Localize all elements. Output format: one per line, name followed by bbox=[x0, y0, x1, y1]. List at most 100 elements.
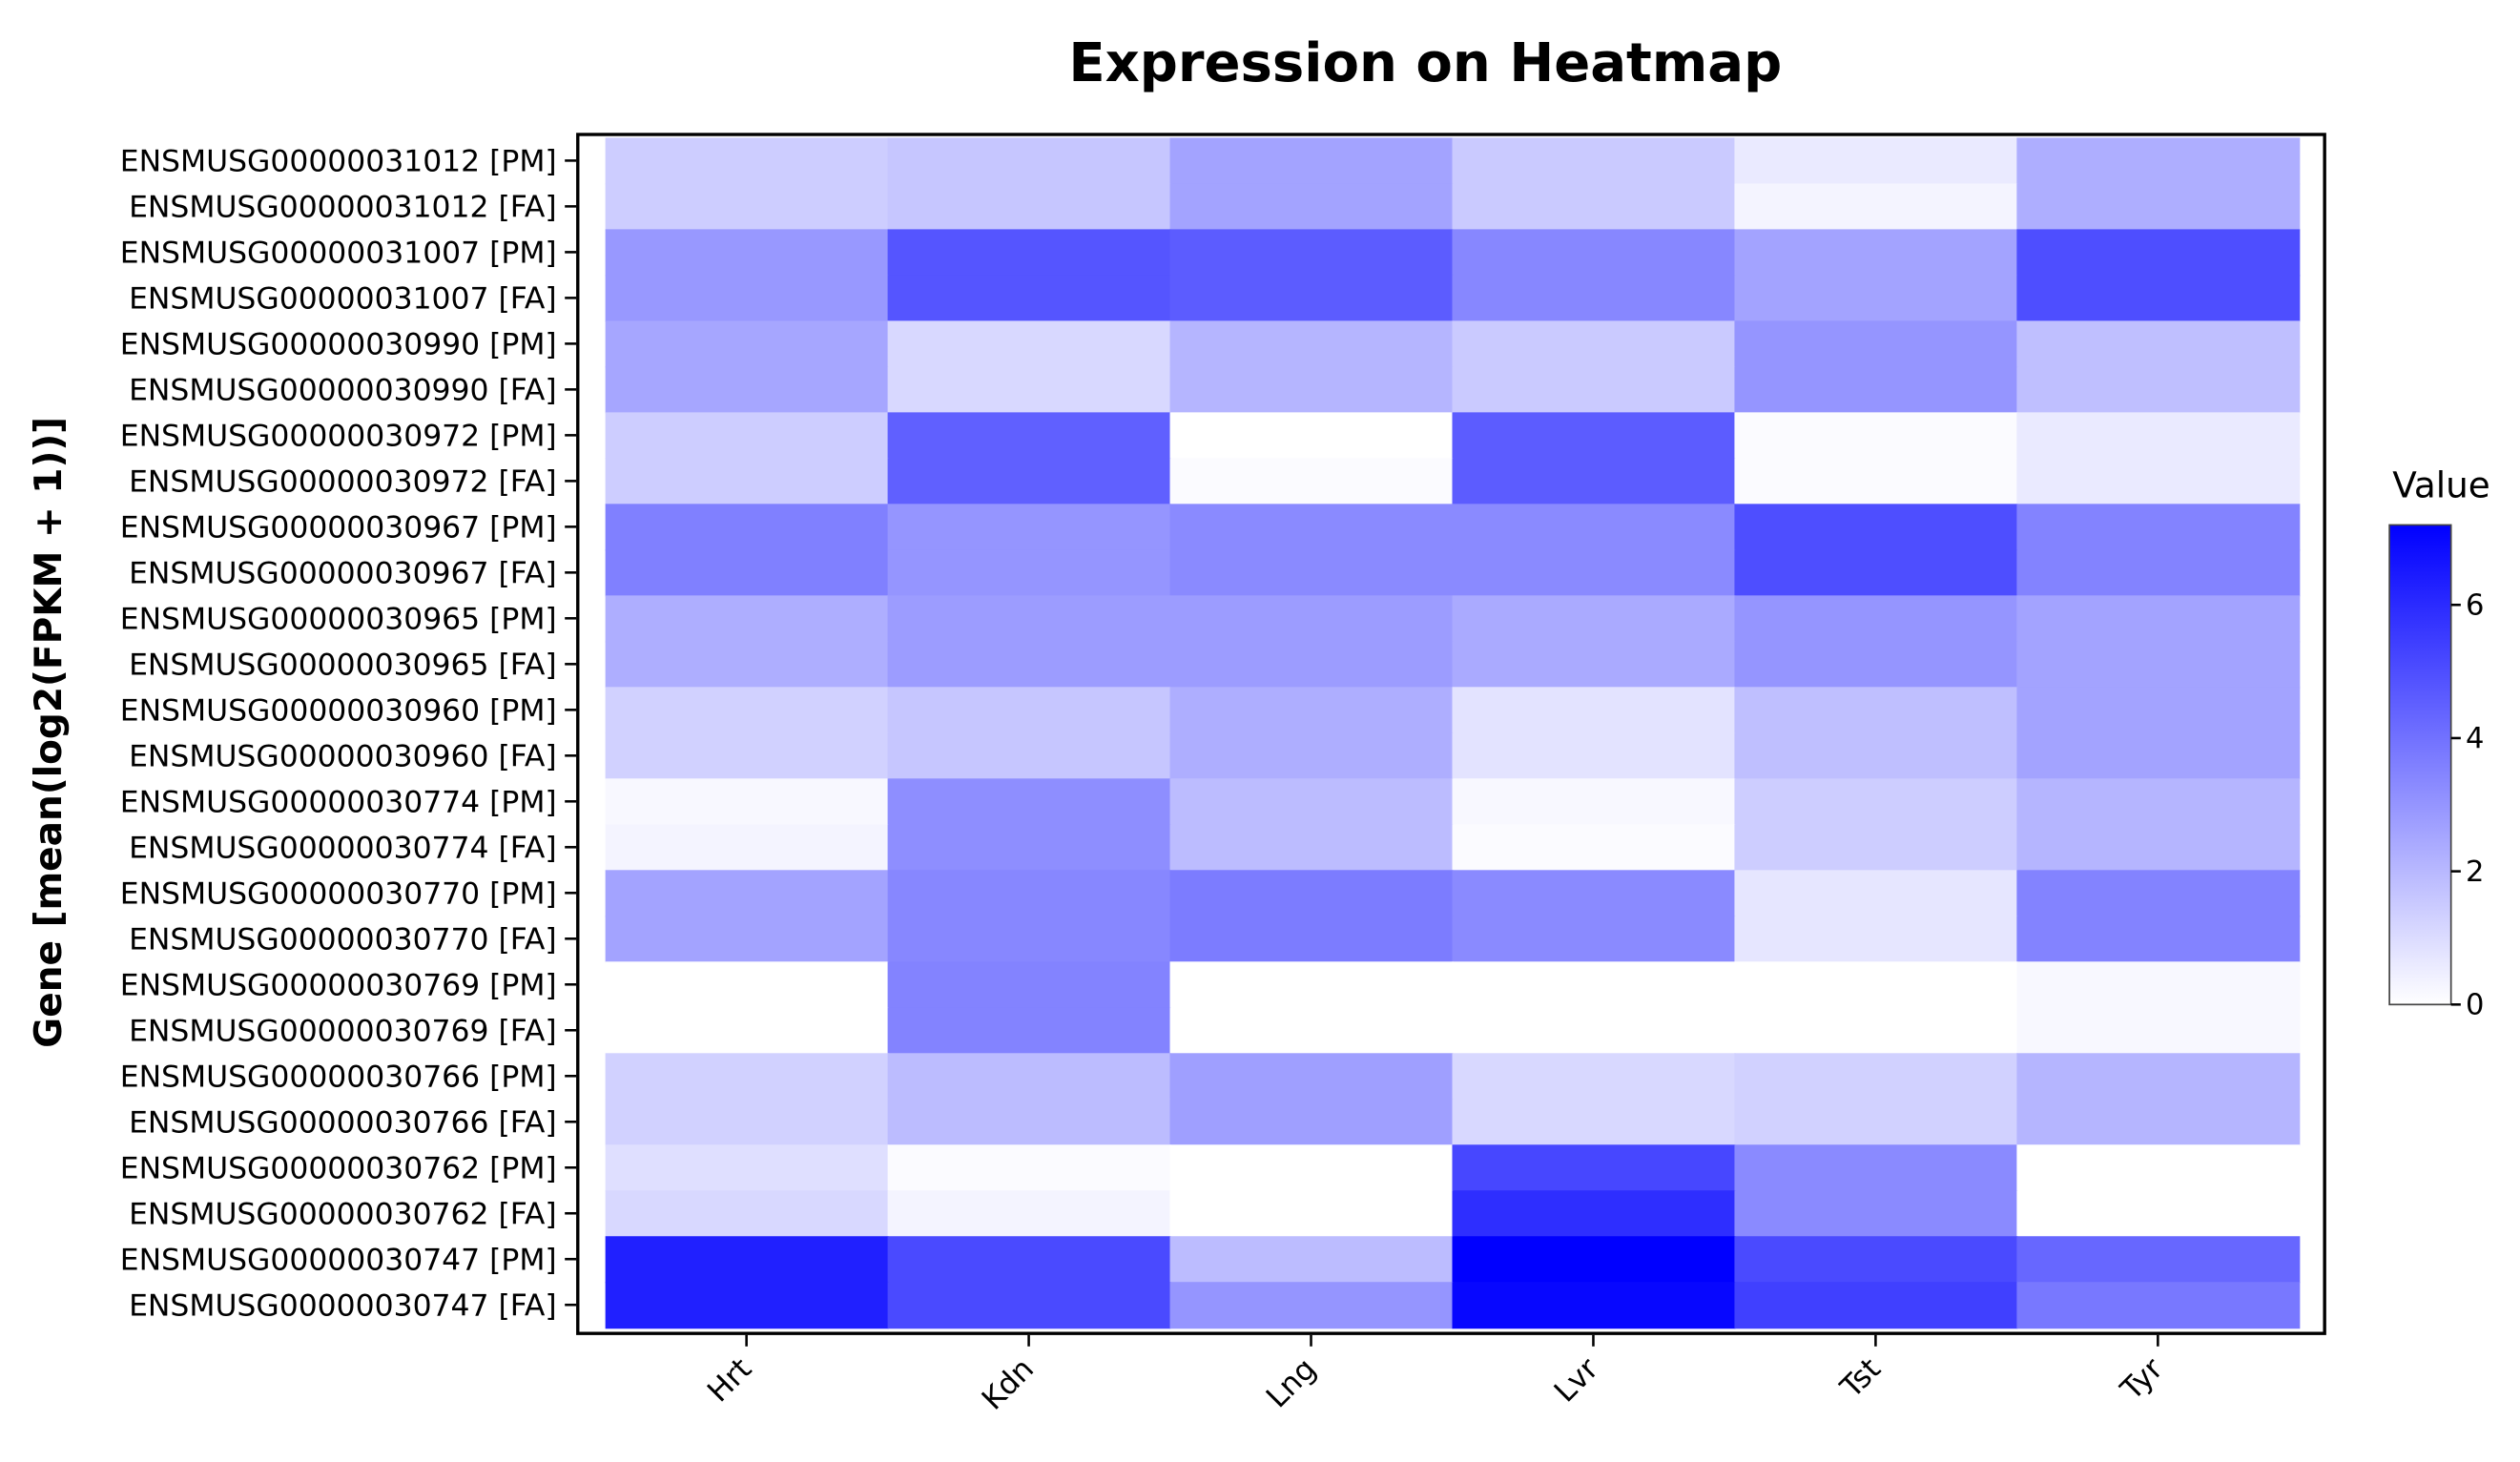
heatmap-cell bbox=[887, 458, 1171, 505]
heatmap-cell bbox=[1734, 1099, 2018, 1146]
heatmap-cell bbox=[605, 458, 889, 505]
heatmap-cell bbox=[605, 320, 889, 368]
heatmap-cell bbox=[1169, 366, 1454, 414]
heatmap-cell bbox=[1169, 504, 1454, 551]
heatmap-cell bbox=[1734, 1282, 2018, 1329]
heatmap-cell bbox=[1169, 458, 1454, 505]
colorbar-tick-label: 4 bbox=[2466, 722, 2484, 755]
heatmap-cell bbox=[2016, 961, 2301, 1009]
heatmap-cell bbox=[2016, 458, 2301, 505]
heatmap-cell bbox=[1169, 549, 1454, 597]
heatmap-cell bbox=[887, 1099, 1171, 1146]
heatmap-cell bbox=[605, 1190, 889, 1238]
heatmap-cell bbox=[887, 1282, 1171, 1329]
heatmap-cell bbox=[887, 916, 1171, 963]
heatmap-cell bbox=[605, 1099, 889, 1146]
heatmap-cell bbox=[887, 687, 1171, 734]
heatmap-cell bbox=[1169, 1282, 1454, 1329]
heatmap-cell bbox=[1169, 916, 1454, 963]
heatmap-cell bbox=[2016, 916, 2301, 963]
heatmap-cell bbox=[605, 961, 889, 1009]
heatmap-cell bbox=[1452, 366, 1736, 414]
heatmap-cell bbox=[2016, 824, 2301, 872]
heatmap-cell bbox=[605, 1053, 889, 1101]
heatmap-cell bbox=[1169, 320, 1454, 368]
heatmap-cell bbox=[1452, 641, 1736, 689]
y-tick-label: ENSMUSG00000030762 [FA] bbox=[129, 1197, 557, 1231]
heatmap-cell bbox=[1452, 1282, 1736, 1329]
heatmap-cell bbox=[1734, 778, 2018, 826]
heatmap-cell bbox=[1452, 916, 1736, 963]
heatmap-cell bbox=[887, 549, 1171, 597]
heatmap-cell bbox=[2016, 320, 2301, 368]
heatmap-cell bbox=[2016, 1007, 2301, 1055]
heatmap-cell bbox=[605, 595, 889, 643]
heatmap-cell bbox=[1169, 732, 1454, 780]
chart-title: Expression on Heatmap bbox=[1068, 32, 1782, 94]
y-tick-label: ENSMUSG00000030774 [PM] bbox=[120, 785, 557, 819]
y-tick-label: ENSMUSG00000030769 [PM] bbox=[120, 968, 557, 1002]
colorbar bbox=[2388, 524, 2452, 1006]
heatmap-cell bbox=[1452, 504, 1736, 551]
heatmap-cell bbox=[1169, 687, 1454, 734]
heatmap-cell bbox=[887, 732, 1171, 780]
heatmap-cell bbox=[605, 1007, 889, 1055]
colorbar-title: Value bbox=[2392, 464, 2490, 506]
y-axis-title: Gene [mean(log2(FPKM + 1))] bbox=[28, 417, 71, 1048]
heatmap-cell bbox=[2016, 1190, 2301, 1238]
heatmap-cell bbox=[1452, 870, 1736, 917]
heatmap-cell bbox=[1734, 1236, 2018, 1284]
heatmap-cell bbox=[2016, 1053, 2301, 1101]
heatmap-cell bbox=[605, 778, 889, 826]
y-tick-label: ENSMUSG00000030774 [FA] bbox=[129, 831, 557, 865]
heatmap-cell bbox=[887, 1053, 1171, 1101]
heatmap-cell bbox=[1452, 183, 1736, 231]
heatmap-cell bbox=[1452, 1236, 1736, 1284]
heatmap-cell bbox=[1169, 778, 1454, 826]
heatmap-cell bbox=[1169, 183, 1454, 231]
heatmap-cell bbox=[1452, 732, 1736, 780]
heatmap-cell bbox=[2016, 778, 2301, 826]
heatmap-cell bbox=[1734, 320, 2018, 368]
heatmap-cell bbox=[1734, 1053, 2018, 1101]
heatmap-cell bbox=[605, 732, 889, 780]
heatmap-cell bbox=[605, 870, 889, 917]
heatmap-cell bbox=[1452, 137, 1736, 185]
x-tick-label: Lng bbox=[1260, 1351, 1323, 1414]
heatmap-cell bbox=[1169, 229, 1454, 277]
heatmap-cell bbox=[1169, 1190, 1454, 1238]
heatmap-cell bbox=[2016, 549, 2301, 597]
heatmap-cell bbox=[1169, 641, 1454, 689]
y-tick-label: ENSMUSG00000030770 [PM] bbox=[120, 876, 557, 911]
y-tick-label: ENSMUSG00000031007 [FA] bbox=[129, 281, 557, 316]
y-tick-label: ENSMUSG00000030747 [FA] bbox=[129, 1288, 557, 1323]
y-tick-label: ENSMUSG00000030960 [FA] bbox=[129, 739, 557, 773]
heatmap-cell bbox=[1169, 1236, 1454, 1284]
x-tick-label: Kdn bbox=[976, 1351, 1041, 1416]
heatmap-cell bbox=[2016, 595, 2301, 643]
heatmap-cell bbox=[2016, 1099, 2301, 1146]
y-tick-label: ENSMUSG00000030972 [FA] bbox=[129, 464, 557, 499]
heatmap-cell bbox=[1452, 1053, 1736, 1101]
heatmap-cell bbox=[1734, 458, 2018, 505]
heatmap-cell bbox=[2016, 687, 2301, 734]
heatmap-cell bbox=[1734, 916, 2018, 963]
heatmap-cell bbox=[1169, 1144, 1454, 1192]
x-tick-label: Lvr bbox=[1548, 1351, 1605, 1409]
heatmap-cell bbox=[887, 504, 1171, 551]
heatmap-cell bbox=[1734, 595, 2018, 643]
heatmap-cell bbox=[1734, 412, 2018, 460]
y-tick-label: ENSMUSG00000030762 [PM] bbox=[120, 1151, 557, 1185]
heatmap-cell bbox=[1734, 1007, 2018, 1055]
y-tick-label: ENSMUSG00000030990 [FA] bbox=[129, 373, 557, 407]
heatmap-cell bbox=[1734, 961, 2018, 1009]
heatmap-cell bbox=[1452, 1099, 1736, 1146]
heatmap-cell bbox=[1452, 595, 1736, 643]
y-tick-label: ENSMUSG00000030967 [PM] bbox=[120, 510, 557, 545]
heatmap-cell bbox=[887, 1190, 1171, 1238]
x-tick-label: Tyr bbox=[2114, 1351, 2170, 1408]
heatmap-cell bbox=[1734, 137, 2018, 185]
heatmap-cell bbox=[887, 1144, 1171, 1192]
y-tick-label: ENSMUSG00000030967 [FA] bbox=[129, 556, 557, 590]
plot-frame bbox=[576, 133, 2326, 1335]
